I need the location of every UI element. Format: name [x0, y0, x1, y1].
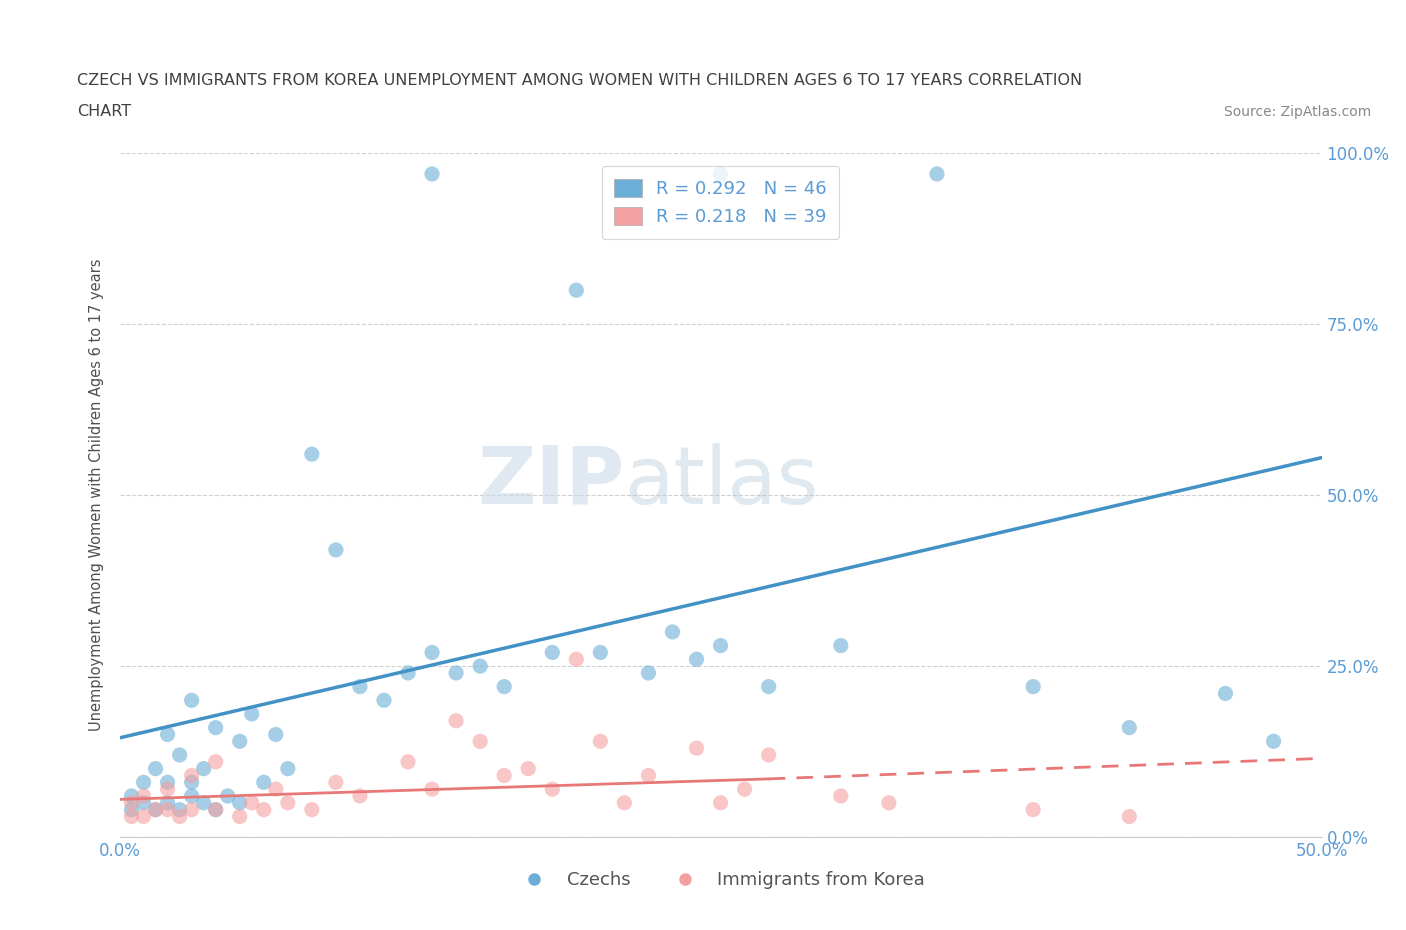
Point	[1022, 803, 1045, 817]
Point	[121, 789, 143, 804]
Point	[373, 693, 395, 708]
Point	[240, 707, 263, 722]
Point	[1263, 734, 1285, 749]
Point	[132, 789, 155, 804]
Point	[877, 795, 900, 810]
Point	[420, 166, 443, 181]
Point	[541, 782, 564, 797]
Point	[121, 803, 143, 817]
Point	[325, 542, 347, 557]
Point	[145, 761, 167, 776]
Point	[709, 166, 731, 181]
Point	[565, 283, 588, 298]
Point	[758, 748, 780, 763]
Point	[1215, 686, 1237, 701]
Point	[925, 166, 948, 181]
Point	[204, 803, 226, 817]
Point	[637, 666, 659, 681]
Point	[132, 809, 155, 824]
Point	[180, 768, 202, 783]
Point	[156, 795, 179, 810]
Point	[132, 775, 155, 790]
Point	[613, 795, 636, 810]
Point	[180, 775, 202, 790]
Point	[396, 666, 419, 681]
Point	[253, 803, 276, 817]
Point	[228, 795, 252, 810]
Text: CZECH VS IMMIGRANTS FROM KOREA UNEMPLOYMENT AMONG WOMEN WITH CHILDREN AGES 6 TO : CZECH VS IMMIGRANTS FROM KOREA UNEMPLOYM…	[77, 73, 1083, 88]
Point	[204, 803, 226, 817]
Point	[685, 740, 707, 755]
Point	[132, 795, 155, 810]
Point	[121, 809, 143, 824]
Point	[565, 652, 588, 667]
Point	[228, 734, 252, 749]
Point	[444, 666, 467, 681]
Text: Source: ZipAtlas.com: Source: ZipAtlas.com	[1223, 105, 1371, 119]
Point	[734, 782, 756, 797]
Point	[180, 789, 202, 804]
Point	[685, 652, 707, 667]
Point	[494, 679, 516, 694]
Point	[349, 679, 371, 694]
Point	[277, 761, 299, 776]
Point	[325, 775, 347, 790]
Point	[349, 789, 371, 804]
Point	[589, 734, 612, 749]
Point	[169, 748, 191, 763]
Point	[589, 645, 612, 660]
Point	[145, 803, 167, 817]
Point	[169, 809, 191, 824]
Point	[1118, 809, 1140, 824]
Y-axis label: Unemployment Among Women with Children Ages 6 to 17 years: Unemployment Among Women with Children A…	[89, 259, 104, 732]
Point	[193, 795, 215, 810]
Point	[121, 795, 143, 810]
Point	[468, 658, 492, 673]
Point	[301, 446, 323, 461]
Point	[156, 775, 179, 790]
Point	[145, 803, 167, 817]
Point	[517, 761, 540, 776]
Point	[758, 679, 780, 694]
Point	[264, 782, 287, 797]
Point	[301, 803, 323, 817]
Point	[180, 803, 202, 817]
Point	[637, 768, 659, 783]
Point	[204, 754, 226, 769]
Point	[709, 795, 731, 810]
Point	[253, 775, 276, 790]
Point	[228, 809, 252, 824]
Point	[156, 727, 179, 742]
Point	[420, 645, 443, 660]
Point	[444, 713, 467, 728]
Point	[156, 782, 179, 797]
Text: CHART: CHART	[77, 104, 131, 119]
Point	[264, 727, 287, 742]
Point	[396, 754, 419, 769]
Point	[661, 625, 683, 640]
Point	[240, 795, 263, 810]
Point	[830, 789, 852, 804]
Point	[1118, 720, 1140, 735]
Point	[193, 761, 215, 776]
Point	[169, 803, 191, 817]
Point	[277, 795, 299, 810]
Point	[204, 720, 226, 735]
Point	[217, 789, 239, 804]
Legend: Czechs, Immigrants from Korea: Czechs, Immigrants from Korea	[509, 864, 932, 897]
Point	[541, 645, 564, 660]
Point	[468, 734, 492, 749]
Point	[420, 782, 443, 797]
Text: atlas: atlas	[624, 443, 818, 521]
Point	[180, 693, 202, 708]
Point	[709, 638, 731, 653]
Point	[156, 803, 179, 817]
Text: ZIP: ZIP	[477, 443, 624, 521]
Point	[494, 768, 516, 783]
Point	[1022, 679, 1045, 694]
Point	[830, 638, 852, 653]
